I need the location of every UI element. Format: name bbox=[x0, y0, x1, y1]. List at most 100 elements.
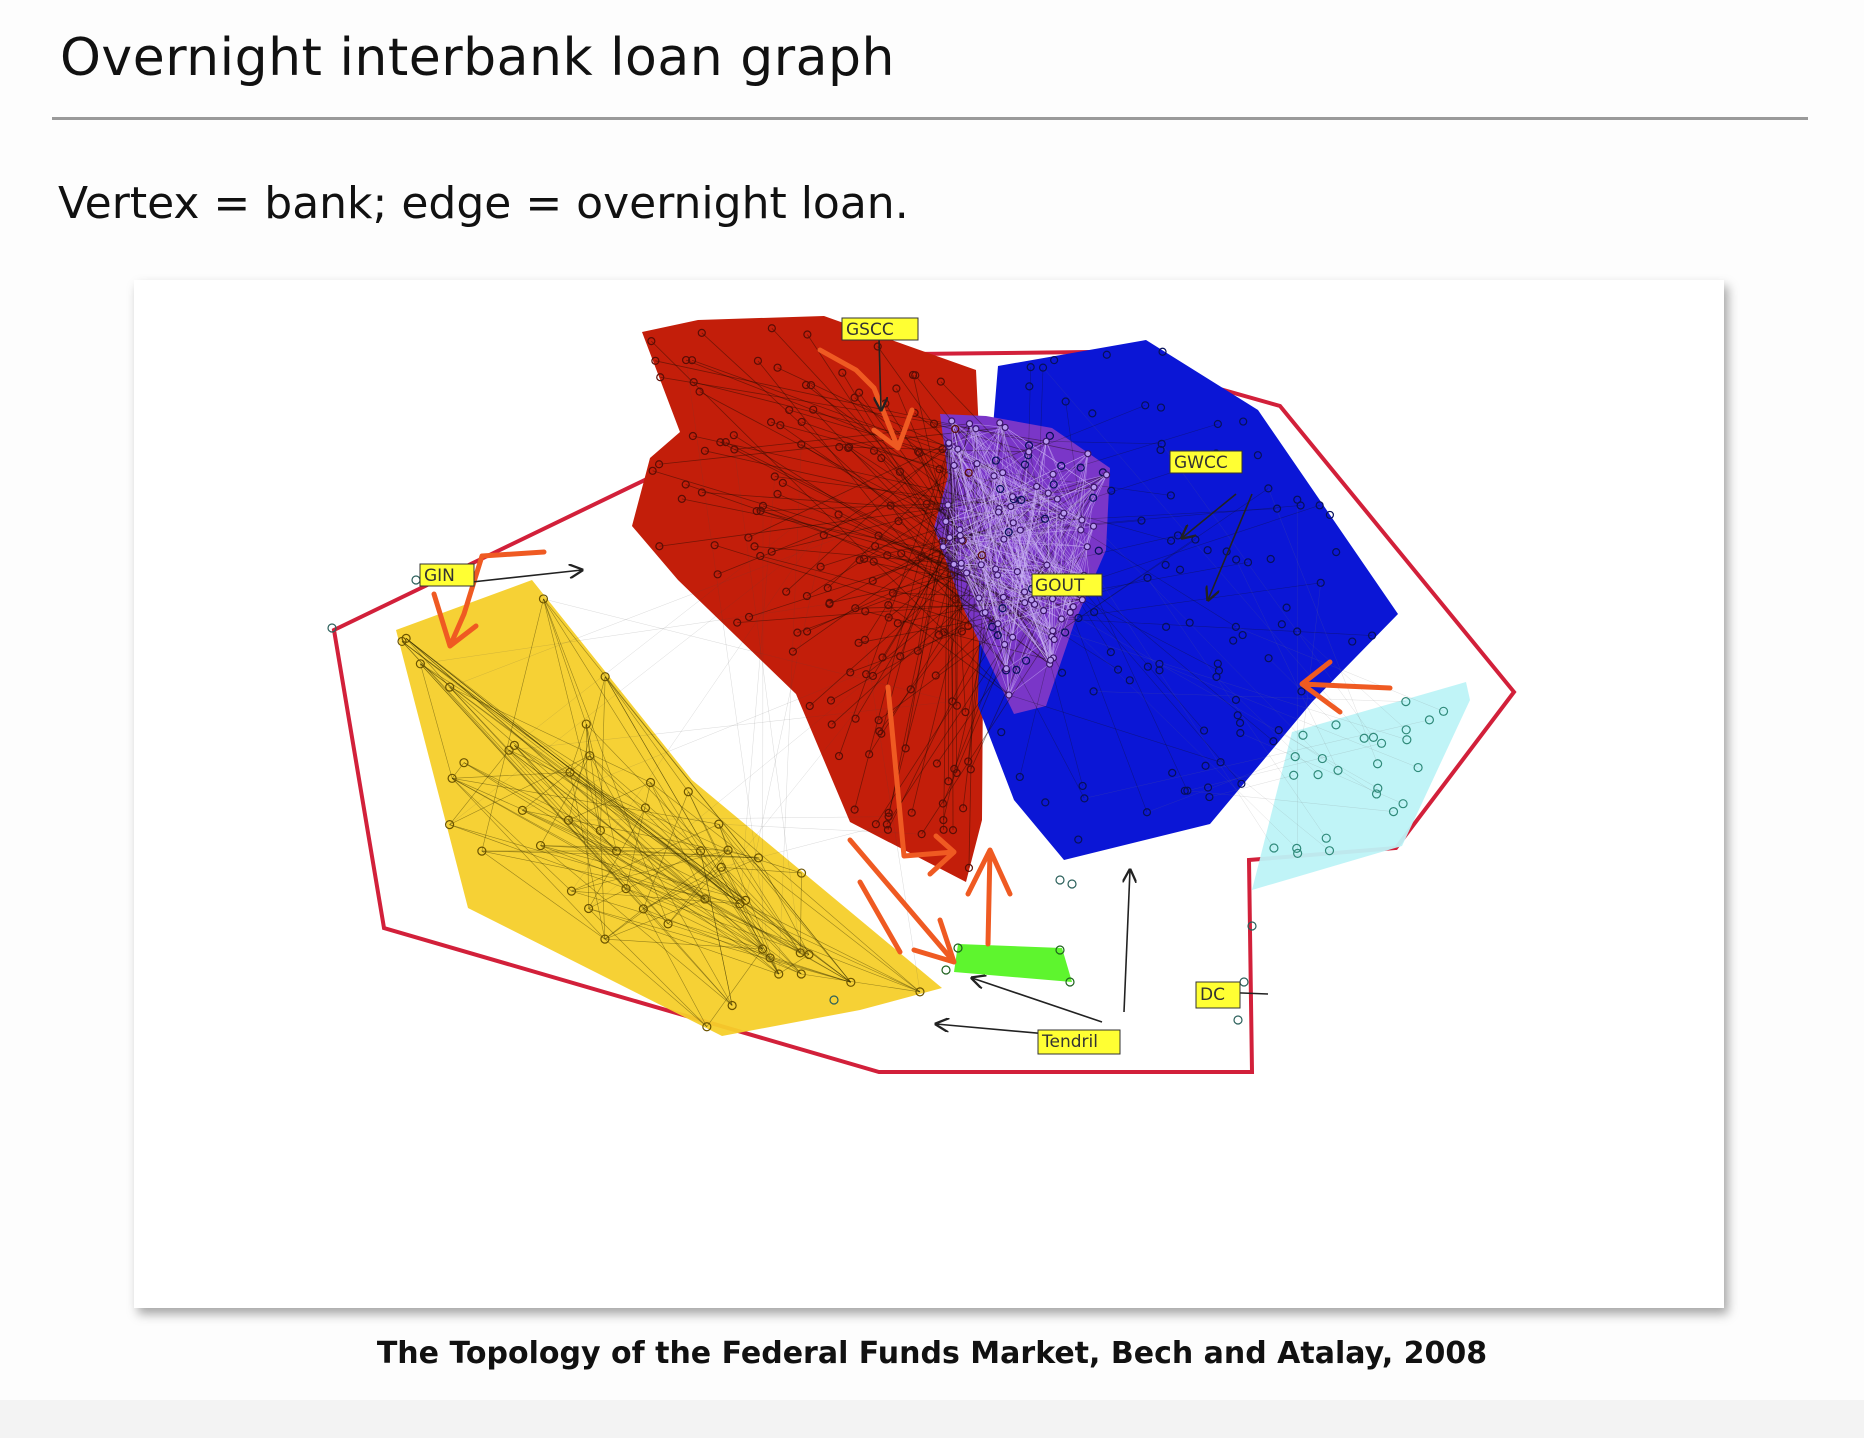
loan-edge bbox=[1046, 535, 1179, 566]
loan-edge bbox=[801, 444, 1071, 613]
bank-vertex bbox=[809, 405, 818, 414]
bank-vertex bbox=[845, 442, 854, 452]
bank-vertex bbox=[1203, 546, 1212, 555]
loan-edge bbox=[718, 824, 780, 975]
loan-edge bbox=[997, 577, 1148, 625]
bank-vertex bbox=[1015, 772, 1024, 782]
bank-vertex bbox=[851, 604, 860, 613]
loan-edge bbox=[967, 613, 984, 762]
bank-vertex bbox=[1282, 603, 1291, 612]
bank-vertex bbox=[952, 701, 962, 710]
loan-edge bbox=[827, 465, 955, 589]
bank-vertex bbox=[1007, 502, 1015, 511]
bank-vertex bbox=[932, 759, 942, 768]
bank-vertex bbox=[1009, 633, 1017, 641]
loan-edge bbox=[449, 824, 810, 955]
dc-label-text: DC bbox=[1200, 985, 1225, 1005]
loan-edge bbox=[1057, 474, 1107, 500]
loan-edge bbox=[1061, 618, 1373, 636]
loan-edge bbox=[777, 493, 967, 574]
bank-vertex bbox=[1044, 489, 1052, 497]
loan-edge bbox=[734, 449, 801, 953]
bank-vertex bbox=[656, 373, 665, 382]
bank-vertex bbox=[939, 543, 947, 551]
bank-vertex bbox=[1348, 637, 1357, 646]
bank-vertex bbox=[950, 764, 959, 774]
bank-vertex bbox=[917, 552, 926, 561]
bank-vertex bbox=[964, 757, 973, 766]
bank-vertex bbox=[797, 440, 806, 449]
bank-vertex bbox=[1040, 607, 1048, 615]
loan-edge bbox=[1052, 599, 1083, 632]
bank-vertex bbox=[702, 1022, 712, 1032]
bank-vertex bbox=[1004, 528, 1013, 537]
bank-vertex bbox=[1168, 768, 1177, 777]
label-box bbox=[1169, 450, 1243, 474]
loan-edge bbox=[1187, 743, 1382, 791]
loan-edge bbox=[451, 778, 572, 892]
bank-vertex bbox=[1020, 588, 1029, 596]
bank-vertex bbox=[750, 542, 759, 551]
loan-edge bbox=[1268, 658, 1337, 726]
bank-vertex bbox=[1061, 628, 1070, 637]
bank-vertex bbox=[688, 431, 697, 441]
bank-vertex bbox=[716, 438, 725, 447]
bank-vertex bbox=[888, 588, 897, 598]
loan-edge bbox=[540, 755, 591, 846]
bank-vertex bbox=[1088, 409, 1097, 418]
gin-label-text: GIN bbox=[424, 566, 455, 586]
loan-edge bbox=[980, 564, 1050, 665]
bank-vertex bbox=[1102, 350, 1111, 359]
bank-vertex bbox=[535, 840, 546, 851]
loan-edge bbox=[951, 420, 1049, 494]
bank-vertex bbox=[945, 439, 953, 447]
bank-vertex bbox=[640, 803, 651, 813]
bank-vertex bbox=[884, 812, 893, 821]
bottom-bar bbox=[0, 1400, 1864, 1438]
pointer-arrow bbox=[1208, 493, 1253, 600]
loan-edge bbox=[514, 457, 882, 746]
bank-vertex bbox=[941, 965, 951, 975]
bank-vertex bbox=[1213, 419, 1222, 429]
loan-edge bbox=[877, 346, 950, 447]
bank-vertex bbox=[996, 419, 1004, 427]
bank-vertex bbox=[517, 805, 528, 815]
bank-vertex bbox=[1089, 522, 1098, 530]
bank-vertex bbox=[1277, 620, 1286, 629]
loan-edge bbox=[921, 618, 1062, 835]
loan-edge bbox=[998, 511, 1018, 572]
loan-edge bbox=[1053, 484, 1323, 759]
bank-vertex bbox=[1084, 450, 1092, 458]
bank-vertex bbox=[944, 501, 952, 509]
loan-edge bbox=[959, 529, 1004, 540]
loan-edge bbox=[960, 492, 1049, 568]
bank-vertex bbox=[862, 670, 871, 679]
bank-vertex bbox=[1205, 792, 1214, 802]
bank-vertex bbox=[756, 551, 765, 561]
bank-vertex bbox=[1156, 445, 1165, 455]
pointer-arrow bbox=[471, 570, 582, 583]
bank-vertex bbox=[823, 583, 832, 593]
loan-edge bbox=[481, 850, 606, 940]
loan-edge bbox=[978, 474, 1107, 599]
bank-vertex bbox=[913, 646, 922, 655]
bank-vertex bbox=[1033, 482, 1041, 491]
loan-edge bbox=[951, 420, 1082, 531]
bank-vertex bbox=[1236, 728, 1245, 738]
loan-edge bbox=[888, 604, 1010, 696]
bank-vertex bbox=[1233, 1015, 1243, 1025]
bank-vertex bbox=[874, 716, 883, 725]
loan-edge bbox=[949, 537, 953, 702]
bank-vertex bbox=[538, 594, 549, 604]
bank-vertex bbox=[1212, 672, 1221, 681]
bank-vertex bbox=[1325, 510, 1335, 520]
bank-vertex bbox=[1231, 695, 1241, 704]
bank-vertex bbox=[648, 466, 657, 475]
loan-edge bbox=[405, 638, 450, 688]
pointer-arrow bbox=[972, 978, 1103, 1023]
loan-edge bbox=[401, 641, 741, 905]
bank-vertex bbox=[950, 461, 958, 470]
loan-edge bbox=[568, 782, 651, 821]
bank-vertex bbox=[946, 534, 954, 542]
loan-edge bbox=[951, 420, 1007, 669]
